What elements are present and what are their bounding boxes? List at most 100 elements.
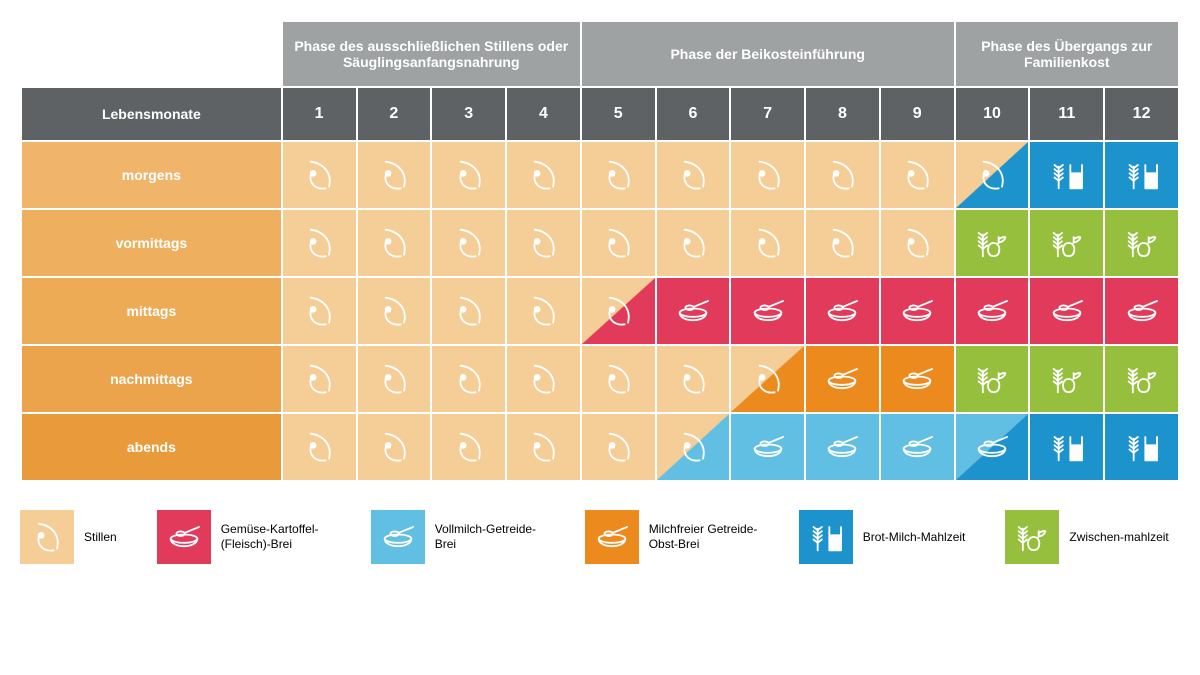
breast-icon xyxy=(598,427,638,467)
row-label-nachmittags: nachmittags xyxy=(22,346,281,412)
breast-icon xyxy=(299,155,339,195)
bowl-icon xyxy=(972,291,1012,331)
cell-r4-c9 xyxy=(956,414,1029,480)
row-label-morgens: morgens xyxy=(22,142,281,208)
bowl-icon xyxy=(1047,291,1087,331)
phase-header-1: Phase des ausschließlichen Stillens oder… xyxy=(283,22,580,86)
breast-icon xyxy=(299,427,339,467)
breast-icon xyxy=(523,155,563,195)
schedule-row-abends: abends xyxy=(22,414,1178,480)
breast-icon xyxy=(449,291,489,331)
bowl-icon xyxy=(748,291,788,331)
bowl-icon xyxy=(378,517,418,557)
row-label-mittags: mittags xyxy=(22,278,281,344)
cell-r4-c11 xyxy=(1105,414,1178,480)
wheat-glass-icon xyxy=(1122,427,1162,467)
cell-r3-c9 xyxy=(956,346,1029,412)
cell-r0-c1 xyxy=(358,142,431,208)
legend-swatch-vollmilch xyxy=(371,510,425,564)
legend-swatch-gemuese xyxy=(157,510,211,564)
cell-r0-c3 xyxy=(507,142,580,208)
breast-icon xyxy=(822,223,862,263)
cell-r0-c2 xyxy=(432,142,505,208)
month-8: 8 xyxy=(806,88,879,140)
breast-icon xyxy=(299,223,339,263)
bowl-icon xyxy=(592,517,632,557)
month-9: 9 xyxy=(881,88,954,140)
breast-icon xyxy=(673,359,713,399)
legend-item-vollmilch: Vollmilch-Getreide-Brei xyxy=(371,510,545,564)
breast-icon xyxy=(598,223,638,263)
cell-r2-c5 xyxy=(657,278,730,344)
breast-icon xyxy=(822,155,862,195)
legend-swatch-zwischen xyxy=(1005,510,1059,564)
cell-r1-c0 xyxy=(283,210,356,276)
wheat-glass-icon xyxy=(1122,155,1162,195)
month-12: 12 xyxy=(1105,88,1178,140)
cell-r2-c0 xyxy=(283,278,356,344)
breast-icon xyxy=(374,223,414,263)
cell-r0-c9 xyxy=(956,142,1029,208)
cell-r1-c2 xyxy=(432,210,505,276)
cell-r0-c8 xyxy=(881,142,954,208)
breast-icon xyxy=(598,155,638,195)
bowl-icon xyxy=(164,517,204,557)
legend-label-gemuese: Gemüse-Kartoffel-(Fleisch)-Brei xyxy=(221,522,331,552)
breast-icon xyxy=(598,291,638,331)
breast-icon xyxy=(523,291,563,331)
breast-icon xyxy=(374,359,414,399)
cell-r0-c4 xyxy=(582,142,655,208)
legend-item-brotmilch: Brot-Milch-Mahlzeit xyxy=(799,510,966,564)
cell-r1-c3 xyxy=(507,210,580,276)
cell-r2-c7 xyxy=(806,278,879,344)
legend-item-zwischen: Zwischen-mahlzeit xyxy=(1005,510,1168,564)
legend-swatch-milchfrei xyxy=(585,510,639,564)
breast-icon xyxy=(897,155,937,195)
month-5: 5 xyxy=(582,88,655,140)
wheat-glass-icon xyxy=(806,517,846,557)
wheat-apple-icon xyxy=(1012,517,1052,557)
bowl-icon xyxy=(822,359,862,399)
breast-icon xyxy=(374,155,414,195)
legend-label-milchfrei: Milchfreier Getreide-Obst-Brei xyxy=(649,522,759,552)
month-6: 6 xyxy=(657,88,730,140)
cell-r0-c10 xyxy=(1030,142,1103,208)
cell-r3-c10 xyxy=(1030,346,1103,412)
cell-r1-c8 xyxy=(881,210,954,276)
cell-r4-c5 xyxy=(657,414,730,480)
months-header-label: Lebensmonate xyxy=(22,88,281,140)
breast-icon xyxy=(449,359,489,399)
legend-item-stillen: Stillen xyxy=(20,510,117,564)
cell-r2-c9 xyxy=(956,278,1029,344)
month-7: 7 xyxy=(731,88,804,140)
breast-icon xyxy=(449,427,489,467)
cell-r3-c3 xyxy=(507,346,580,412)
cell-r3-c1 xyxy=(358,346,431,412)
cell-r2-c1 xyxy=(358,278,431,344)
bowl-icon xyxy=(1122,291,1162,331)
cell-r1-c11 xyxy=(1105,210,1178,276)
cell-r4-c3 xyxy=(507,414,580,480)
cell-r3-c0 xyxy=(283,346,356,412)
legend-item-gemuese: Gemüse-Kartoffel-(Fleisch)-Brei xyxy=(157,510,331,564)
cell-r1-c1 xyxy=(358,210,431,276)
months-row: Lebensmonate 123456789101112 xyxy=(22,88,1178,140)
cell-r3-c7 xyxy=(806,346,879,412)
cell-r1-c7 xyxy=(806,210,879,276)
cell-r3-c2 xyxy=(432,346,505,412)
bowl-icon xyxy=(972,427,1012,467)
bowl-icon xyxy=(897,291,937,331)
cell-r1-c6 xyxy=(731,210,804,276)
cell-r2-c3 xyxy=(507,278,580,344)
wheat-glass-icon xyxy=(1047,155,1087,195)
cell-r4-c4 xyxy=(582,414,655,480)
cell-r4-c10 xyxy=(1030,414,1103,480)
wheat-apple-icon xyxy=(1122,223,1162,263)
breast-icon xyxy=(449,223,489,263)
cell-r0-c5 xyxy=(657,142,730,208)
breast-icon xyxy=(27,517,67,557)
cell-r2-c10 xyxy=(1030,278,1103,344)
month-2: 2 xyxy=(358,88,431,140)
breast-icon xyxy=(897,223,937,263)
cell-r2-c4 xyxy=(582,278,655,344)
